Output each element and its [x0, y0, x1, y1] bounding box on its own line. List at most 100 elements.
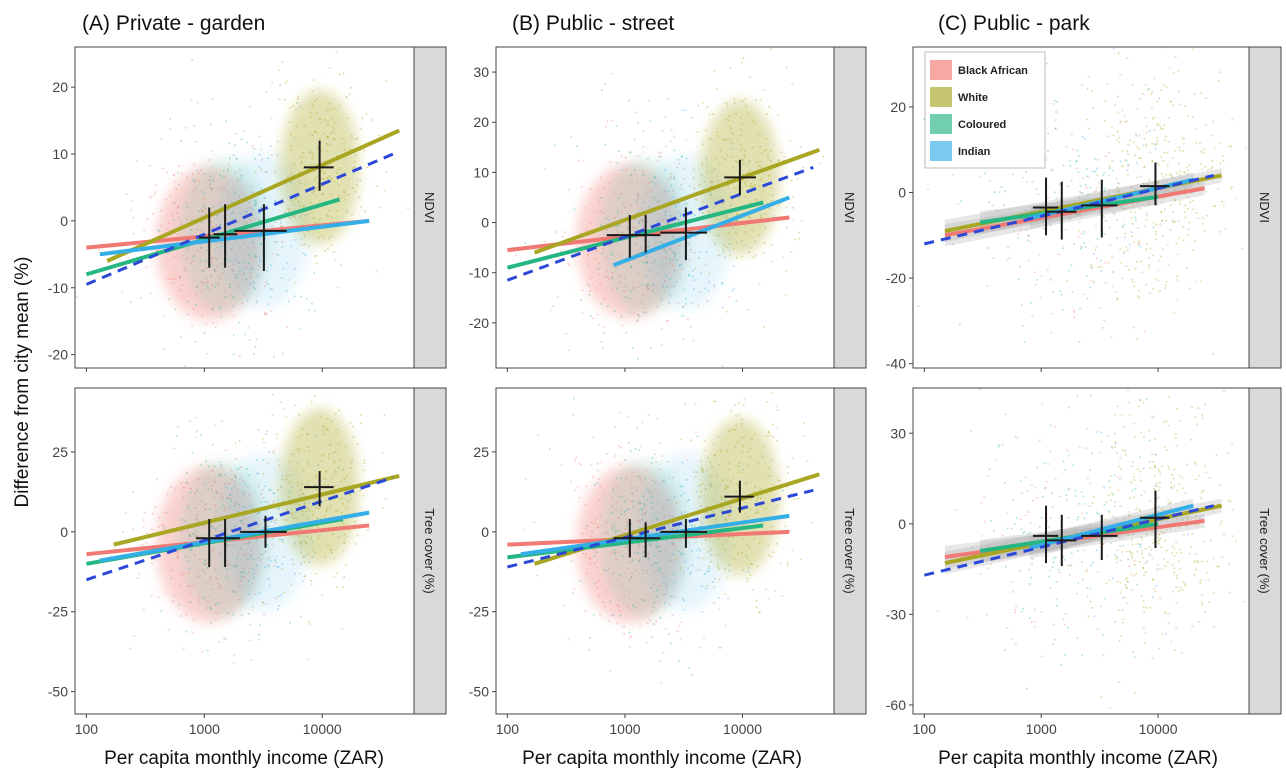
- data-point: [1119, 581, 1122, 584]
- data-point: [1171, 590, 1174, 593]
- data-point: [780, 151, 783, 154]
- data-point: [314, 395, 317, 398]
- data-point: [716, 475, 719, 478]
- data-point: [248, 282, 251, 285]
- data-point: [1160, 201, 1163, 203]
- y-tick-label: 0: [481, 524, 489, 540]
- data-point: [681, 485, 684, 488]
- data-point: [729, 204, 732, 207]
- data-point: [322, 132, 325, 135]
- data-point: [275, 555, 278, 558]
- data-point: [745, 180, 748, 183]
- data-point: [1172, 221, 1175, 224]
- data-point: [1127, 153, 1129, 156]
- data-point: [770, 458, 773, 461]
- data-point: [1121, 149, 1124, 152]
- data-point: [187, 559, 190, 562]
- data-point: [1058, 253, 1061, 256]
- data-point: [334, 450, 337, 453]
- data-point: [616, 224, 619, 227]
- data-point: [719, 646, 722, 649]
- data-point: [315, 474, 318, 477]
- data-point: [142, 525, 145, 528]
- data-point: [1118, 465, 1121, 468]
- data-point: [206, 352, 208, 355]
- data-point: [194, 340, 197, 343]
- data-point: [351, 425, 354, 428]
- data-point: [717, 537, 720, 540]
- data-point: [340, 480, 343, 483]
- data-point: [294, 503, 297, 506]
- data-point: [1121, 277, 1123, 280]
- data-point: [260, 158, 263, 161]
- data-point: [1169, 528, 1172, 531]
- data-point: [1169, 507, 1172, 510]
- data-point: [1145, 212, 1148, 215]
- data-point: [1086, 118, 1088, 121]
- data-point: [772, 551, 775, 554]
- data-point: [588, 637, 591, 639]
- data-point: [282, 364, 284, 366]
- data-point: [196, 489, 198, 492]
- data-point: [1159, 530, 1162, 532]
- strip-background: [1248, 387, 1282, 715]
- data-point: [334, 258, 337, 261]
- data-point: [301, 151, 304, 154]
- data-point: [989, 563, 992, 566]
- data-point: [524, 477, 527, 480]
- data-point: [1208, 601, 1211, 604]
- data-point: [1049, 517, 1052, 519]
- data-point: [1125, 550, 1128, 553]
- data-point: [132, 232, 135, 235]
- mean-cross-indian: [660, 519, 708, 548]
- data-point: [765, 149, 768, 152]
- data-point: [718, 578, 721, 581]
- data-point: [1116, 297, 1119, 300]
- data-point: [216, 527, 219, 529]
- data-point: [707, 210, 710, 213]
- data-point: [1140, 157, 1143, 160]
- data-point: [598, 594, 601, 597]
- data-point: [1132, 533, 1135, 536]
- data-point: [180, 518, 183, 521]
- data-point: [292, 163, 295, 166]
- data-point: [276, 140, 279, 143]
- data-point: [271, 393, 274, 396]
- data-point: [759, 497, 762, 500]
- trend-line-indian: [99, 510, 370, 563]
- data-point: [342, 72, 345, 75]
- data-point: [262, 601, 265, 604]
- data-point: [138, 572, 140, 575]
- data-point: [1066, 564, 1069, 567]
- data-point: [1095, 189, 1098, 192]
- data-point: [563, 604, 566, 607]
- y-tick-label: 0: [481, 215, 489, 231]
- data-point: [1113, 474, 1116, 477]
- data-point: [313, 130, 316, 133]
- data-point: [334, 509, 337, 512]
- data-point: [1145, 131, 1148, 134]
- data-point: [232, 333, 235, 336]
- data-point: [1178, 483, 1181, 486]
- data-point: [797, 237, 800, 240]
- data-point: [329, 344, 331, 346]
- data-point: [577, 159, 580, 162]
- data-point: [1021, 610, 1024, 613]
- data-point: [1006, 627, 1009, 629]
- data-point: [735, 490, 738, 493]
- data-point: [1051, 506, 1054, 508]
- data-point: [299, 352, 301, 354]
- data-point: [1127, 249, 1129, 252]
- data-point: [1076, 518, 1079, 521]
- data-point: [1220, 520, 1223, 523]
- data-point: [735, 112, 738, 115]
- data-point: [1195, 568, 1198, 571]
- data-point: [576, 485, 579, 488]
- data-point: [211, 525, 214, 528]
- data-point: [768, 434, 771, 437]
- data-point: [688, 184, 691, 187]
- data-point: [1133, 559, 1136, 562]
- data-point: [1153, 453, 1156, 456]
- data-point: [1129, 514, 1132, 517]
- data-point: [1173, 554, 1176, 557]
